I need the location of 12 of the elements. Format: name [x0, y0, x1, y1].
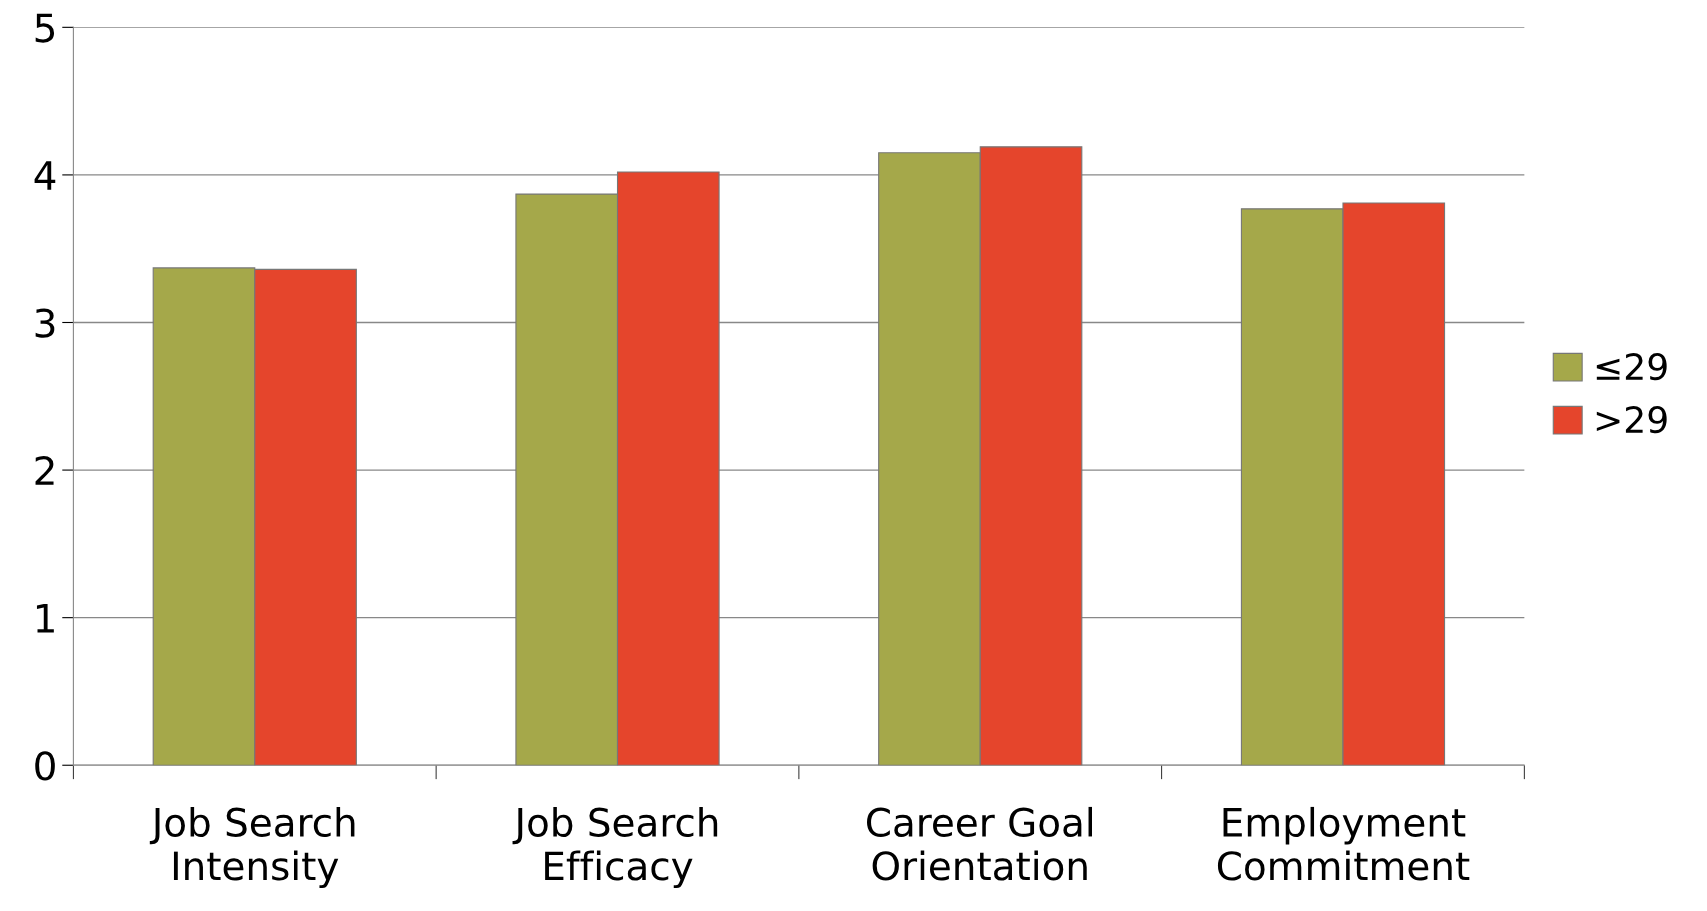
y-tick-label: 1	[36, 604, 54, 633]
x-tick-label: Job Search Intensity	[149, 806, 355, 889]
y-tick-label: 5	[35, 13, 55, 43]
x-tick-label: Employment Commitment	[1217, 806, 1470, 881]
y-tick-label: 0	[35, 751, 55, 781]
x-tick-label: Career Goal Orientation	[866, 806, 1093, 881]
y-tick-label: 3	[35, 308, 55, 338]
legend-label: >29	[1596, 405, 1667, 434]
x-tick-label: Job Search Efficacy	[512, 806, 718, 889]
y-tick-label: 4	[34, 161, 56, 190]
y-tick-label: 2	[35, 455, 54, 485]
legend-label: ≤29	[1596, 352, 1667, 381]
